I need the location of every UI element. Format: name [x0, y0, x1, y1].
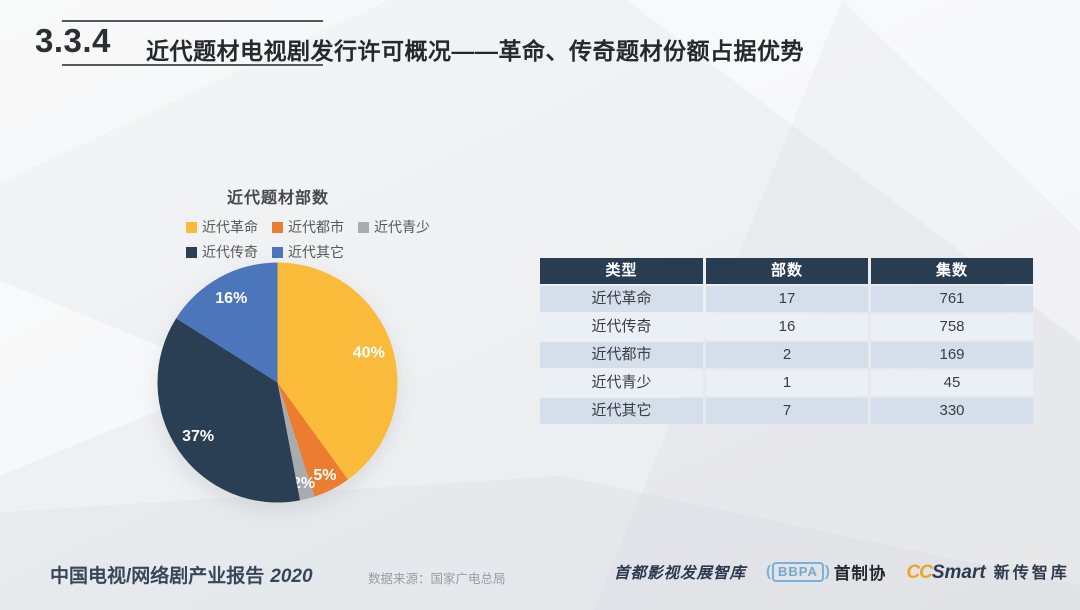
- legend-label: 近代其它: [288, 244, 344, 260]
- table-cell: 7: [706, 398, 868, 424]
- legend-swatch-icon: [272, 246, 283, 258]
- ccsmart-smart: Smart: [931, 562, 986, 583]
- pie-slice-label: 5%: [313, 467, 336, 484]
- table-cell: 45: [871, 370, 1033, 396]
- legend-label: 近代传奇: [202, 244, 258, 260]
- table-cell: 1: [706, 370, 868, 396]
- ccsmart-name: 新传智库: [993, 565, 1070, 582]
- table-cell: 近代都市: [540, 342, 703, 368]
- table-cell: 近代青少: [540, 370, 703, 396]
- title-top-rule: [62, 20, 323, 22]
- table-cell: 2: [706, 342, 868, 368]
- report-year: 2020: [270, 566, 313, 587]
- report-title: 中国电视/网络剧产业报告 2020: [50, 561, 313, 588]
- table-header-cell: 部数: [706, 258, 868, 284]
- legend-item: 近代都市: [272, 217, 344, 237]
- chart-title: 近代题材部数: [226, 190, 329, 207]
- page-title: 近代题材电视剧发行许可概况——革命、传奇题材份额占据优势: [146, 38, 804, 64]
- pie-slice-label: 40%: [353, 344, 385, 361]
- legend-swatch-icon: [358, 221, 369, 233]
- legend-label: 近代革命: [202, 219, 258, 235]
- ccsmart-cc: CC: [906, 562, 932, 583]
- pie-chart: 40% 5% 2% 37% 16%: [147, 252, 408, 513]
- title-bottom-rule: [62, 64, 323, 66]
- legend-swatch-icon: [186, 221, 197, 233]
- legend-row: 近代传奇 近代其它: [186, 242, 436, 262]
- legend-row: 近代革命 近代都市 近代青少: [186, 217, 436, 237]
- pie-slice: [277, 382, 315, 501]
- pie-slice-label: 37%: [182, 428, 214, 445]
- table-header-cell: 类型: [540, 258, 703, 284]
- pie-slice-label: 2%: [292, 475, 315, 492]
- table-cell: 17: [706, 286, 868, 312]
- legend-label: 近代青少: [374, 219, 430, 235]
- report-title-text: 中国电视/网络剧产业报告: [50, 566, 265, 587]
- table-cell: 169: [871, 342, 1033, 368]
- pie-slice: [277, 262, 398, 480]
- partner-logos: 首都影视发展智库 ( BBPA ) 首制协 CC Smart 新传智库: [614, 559, 1067, 584]
- legend-label: 近代都市: [288, 219, 344, 235]
- pie-slice: [176, 262, 278, 383]
- bbpa-right-paren-icon: ): [824, 563, 830, 580]
- pie-slice-label: 16%: [215, 290, 247, 307]
- section-number: 3.3.4: [35, 22, 111, 59]
- table-cell: 758: [871, 314, 1033, 340]
- ccsmart-logo: CC Smart 新传智库: [906, 559, 1069, 584]
- pie-chart-svg: 40% 5%2% 37% 16%: [157, 262, 398, 503]
- legend-item: 近代青少: [358, 217, 430, 237]
- pie-slice: [157, 318, 300, 503]
- bbpa-name: 首制协: [833, 564, 887, 583]
- bbpa-left-paren-icon: (: [766, 563, 772, 580]
- table-cell: 近代传奇: [540, 314, 703, 340]
- pie-slice: [277, 382, 349, 497]
- table-cell: 16: [706, 314, 868, 340]
- table-header-cell: 集数: [871, 258, 1033, 284]
- table-cell: 近代其它: [540, 398, 703, 424]
- bbpa-logo: ( BBPA ) 首制协: [766, 560, 886, 584]
- chart-legend: 近代革命 近代都市 近代青少近代传奇 近代其它: [186, 217, 436, 267]
- table-cell: 761: [871, 286, 1033, 312]
- legend-item: 近代革命: [186, 217, 258, 237]
- legend-item: 近代其它: [272, 242, 344, 262]
- data-source-note: 数据来源：国家广电总局: [368, 572, 506, 586]
- legend-item: 近代传奇: [186, 242, 258, 262]
- table-cell: 330: [871, 398, 1033, 424]
- data-table: 类型 部数 集数近代革命 17 761 近代传奇 16 758 近代都市 2 169 近代青少 1 45 近…: [540, 258, 1033, 424]
- bbpa-badge: BBPA: [772, 561, 824, 582]
- table-cell: 近代革命: [540, 286, 703, 312]
- think-tank-logo: 首都影视发展智库: [614, 564, 747, 582]
- legend-swatch-icon: [186, 246, 197, 258]
- legend-swatch-icon: [272, 221, 283, 233]
